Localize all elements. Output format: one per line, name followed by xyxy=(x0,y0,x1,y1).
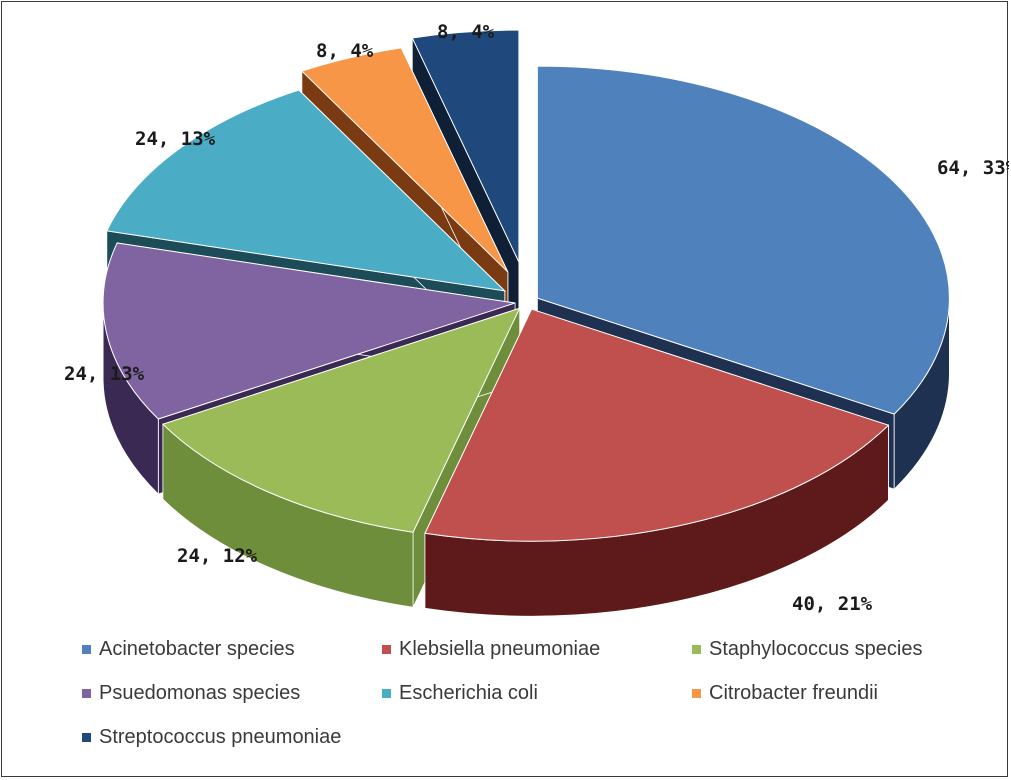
legend-swatch xyxy=(692,688,701,698)
data-label-5: 8, 4% xyxy=(316,40,374,62)
legend-item: Streptococcus pneumoniae xyxy=(82,722,382,752)
legend-item: Escherichia coli xyxy=(382,678,692,708)
legend-item: Staphylococcus species xyxy=(692,634,992,664)
legend-label: Escherichia coli xyxy=(399,681,538,704)
data-label-6: 8, 4% xyxy=(437,21,495,43)
data-label-2: 24, 12% xyxy=(177,545,258,567)
legend-label: Staphylococcus species xyxy=(709,637,923,660)
legend-label: Acinetobacter species xyxy=(99,637,295,660)
legend-swatch xyxy=(82,732,91,742)
data-label-3: 24, 13% xyxy=(64,363,145,385)
pie-slice-streptococcus-pneumoniae xyxy=(411,29,520,263)
pie-slice-acinetobacter-species xyxy=(536,65,950,415)
legend-label: Klebsiella pneumoniae xyxy=(399,637,601,660)
data-label-0: 64, 33% xyxy=(937,157,1009,179)
pie-slice-psuedomonas-species xyxy=(102,242,516,420)
legend-label: Psuedomonas species xyxy=(99,681,301,704)
pie-chart: 64, 33% 40, 21% 24, 12% 24, 13% 24, 13% 8, 4%… xyxy=(64,21,1009,617)
pie-slice-citrobacter-freundii xyxy=(300,47,509,273)
data-labels: 64, 33% 40, 21% 24, 12% 24, 13% 24, 13% 8, 4%… xyxy=(64,21,1009,615)
data-label-1: 40, 21% xyxy=(792,593,873,615)
legend: Acinetobacter species Klebsiella pneumoni… xyxy=(82,634,1002,752)
legend-swatch xyxy=(82,688,91,698)
legend-swatch xyxy=(692,644,701,654)
legend-swatch xyxy=(382,688,391,698)
pie-slice-klebsiella-pneumoniae xyxy=(424,308,890,542)
pie-tops xyxy=(102,29,950,542)
data-label-4: 24, 13% xyxy=(135,128,216,150)
pie-slice-staphylococcus-species xyxy=(161,307,521,533)
legend-item: Citrobacter freundii xyxy=(692,678,992,708)
legend-item: Klebsiella pneumoniae xyxy=(382,634,692,664)
legend-swatch xyxy=(382,644,391,654)
legend-item: Psuedomonas species xyxy=(82,678,382,708)
legend-label: Streptococcus pneumoniae xyxy=(99,725,342,748)
legend-label: Citrobacter freundii xyxy=(709,681,878,704)
pie-slice-escherichia-coli xyxy=(106,89,507,292)
legend-swatch xyxy=(82,644,91,654)
legend-item: Acinetobacter species xyxy=(82,634,382,664)
